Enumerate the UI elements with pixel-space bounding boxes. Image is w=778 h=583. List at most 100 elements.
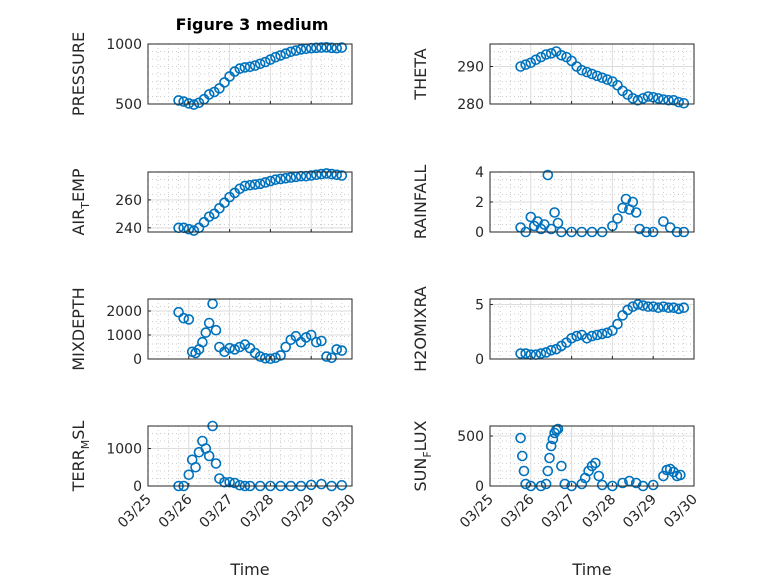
data-point — [620, 193, 632, 205]
x-tick-label: 03/28 — [579, 492, 619, 532]
data-point — [520, 59, 532, 70]
data-point — [224, 342, 235, 354]
data-point — [270, 174, 281, 185]
data-point — [200, 327, 212, 338]
data-point — [254, 178, 266, 190]
data-point — [545, 48, 557, 59]
data-point — [229, 66, 240, 77]
data-point — [632, 94, 644, 106]
data-point — [275, 173, 286, 185]
data-point — [280, 172, 292, 184]
data-point — [556, 49, 567, 61]
data-point — [627, 93, 639, 104]
data-point — [515, 432, 526, 444]
figure-title: Figure 3 medium — [176, 15, 329, 34]
data-point — [652, 93, 664, 104]
data-point — [321, 42, 332, 53]
y-tick-label: 2000 — [106, 304, 142, 320]
axes-frame — [147, 171, 353, 233]
data-point — [545, 440, 557, 452]
data-point — [596, 479, 608, 491]
data-point — [239, 62, 251, 73]
data-point — [183, 469, 195, 481]
data-point — [275, 50, 286, 61]
data-point — [673, 96, 685, 108]
data-point — [229, 477, 240, 489]
data-point — [224, 476, 235, 488]
data-point — [183, 314, 195, 325]
data-point — [637, 93, 649, 104]
y-tick-label: 290 — [457, 60, 484, 76]
data-point — [173, 306, 184, 318]
data-point — [547, 433, 559, 445]
data-point — [336, 42, 348, 53]
data-point — [535, 51, 547, 63]
data-point — [601, 74, 613, 85]
data-point — [542, 465, 554, 477]
y-axis-label: MIXDEPTH — [69, 287, 88, 370]
y-tick-label: 500 — [457, 429, 484, 445]
data-point — [219, 77, 230, 88]
data-point — [280, 341, 292, 353]
data-point — [673, 303, 685, 315]
data-point — [678, 302, 690, 314]
subplot-pressure: 500 1000 PRESSURE — [69, 32, 353, 116]
data-point — [545, 344, 557, 356]
subplot-h2omixra: 0 5 H2OMIXRA — [411, 286, 695, 372]
y-axis-label: THETA — [411, 48, 430, 100]
data-point — [203, 89, 215, 100]
data-point — [520, 348, 532, 359]
subplot-air: 240 260 AIRTEMP — [69, 168, 353, 237]
data-point — [559, 478, 571, 490]
data-point — [305, 170, 317, 181]
data-point — [571, 330, 583, 342]
data-point — [203, 450, 215, 462]
y-axis-label: RAINFALL — [411, 165, 430, 240]
data-point — [326, 352, 337, 364]
data-point — [336, 479, 348, 491]
data-point — [285, 172, 297, 183]
data-point — [540, 49, 552, 60]
data-point — [637, 300, 649, 311]
subplot-rainfall: 0 2 4 RAINFALL — [411, 165, 695, 241]
subplot-theta: 280 290 THETA — [411, 43, 695, 113]
x-tick-label: 03/29 — [278, 492, 318, 532]
data-point — [310, 42, 322, 54]
x-tick-label: 03/27 — [197, 492, 237, 532]
data-point — [540, 347, 552, 358]
data-point — [549, 207, 560, 218]
data-point — [285, 46, 297, 58]
data-point — [634, 223, 645, 235]
y-axis-label: AIRTEMP — [69, 168, 92, 235]
data-point — [331, 169, 343, 181]
data-point — [214, 83, 225, 94]
data-point — [515, 348, 526, 359]
data-point — [663, 94, 674, 106]
data-point — [630, 207, 642, 218]
y-tick-label: 280 — [457, 97, 484, 113]
data-point — [234, 479, 246, 491]
data-point — [576, 478, 588, 490]
data-point — [516, 450, 528, 462]
data-point — [210, 324, 222, 336]
data-point — [612, 318, 623, 330]
data-point — [668, 94, 679, 106]
data-point — [336, 345, 348, 356]
y-tick-label: 5 — [475, 297, 484, 313]
y-axis-label: SUNFLUX — [411, 420, 434, 491]
axes-frame — [489, 425, 695, 487]
data-point — [203, 211, 215, 222]
x-tick-label: 03/28 — [237, 492, 277, 532]
x-tick-label: 03/29 — [620, 492, 660, 532]
subplot-terr: 0 1000 03/25 03/26 03/27 03/28 03/29 03/30 Time T… — [69, 421, 359, 579]
data-point — [234, 63, 246, 74]
data-point — [663, 302, 674, 314]
data-point — [188, 99, 200, 110]
data-point — [525, 57, 537, 69]
y-tick-label: 1000 — [106, 37, 142, 53]
data-point — [249, 60, 261, 71]
y-tick-label: 240 — [115, 221, 142, 237]
x-tick-label: 03/26 — [156, 491, 196, 531]
data-point — [290, 45, 302, 56]
data-point — [552, 423, 564, 435]
